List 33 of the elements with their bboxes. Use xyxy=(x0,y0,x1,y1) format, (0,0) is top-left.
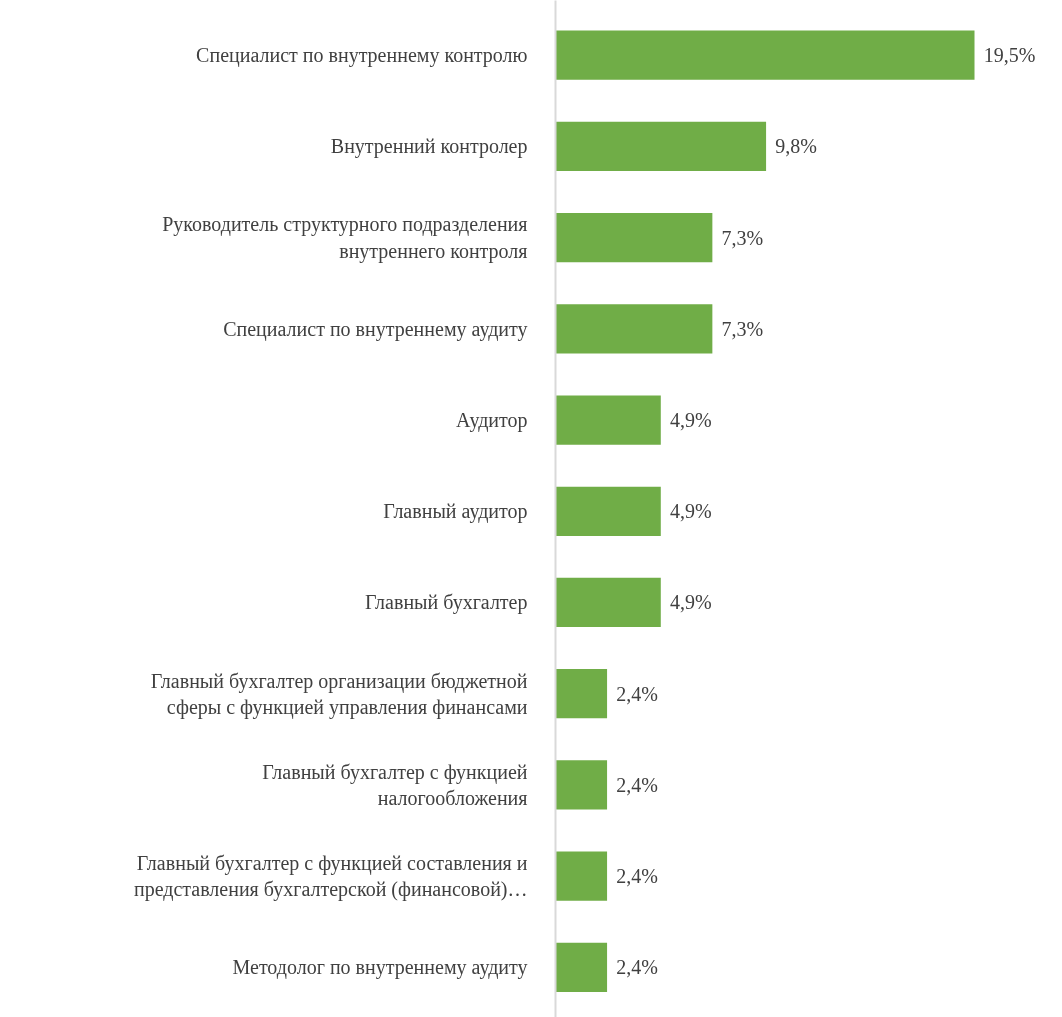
bar xyxy=(555,942,608,992)
y-tick-label: Внутренний контролер xyxy=(330,135,528,159)
bar xyxy=(555,30,975,80)
y-tick-label: Специалист по внутреннему аудиту xyxy=(223,317,528,341)
data-label: 2,4% xyxy=(616,773,658,796)
bar xyxy=(555,213,713,263)
data-label: 4,9% xyxy=(670,591,712,614)
y-tick-label: Руководитель структурного подразделения внутреннего контроля xyxy=(162,213,528,263)
bar xyxy=(555,486,661,536)
data-label: 9,8% xyxy=(775,135,817,158)
data-label: 2,4% xyxy=(616,682,658,705)
y-tick-label: Главный бухгалтер организации бюджетной сферы с функцией управления финансами xyxy=(150,669,528,719)
bar xyxy=(555,121,767,172)
data-label: 2,4% xyxy=(616,956,658,979)
data-label: 4,9% xyxy=(670,409,712,432)
data-label: 4,9% xyxy=(670,500,712,523)
data-label: 19,5% xyxy=(983,44,1036,67)
y-tick-label: Главный аудитор xyxy=(383,500,528,524)
y-tick-label: Главный бухгалтер с функцией налогообложения xyxy=(262,760,528,810)
data-label: 2,4% xyxy=(616,865,658,888)
y-tick-label: Специалист по внутреннему контролю xyxy=(196,44,528,68)
y-tick-label: Главный бухгалтер с функцией составления и представления бухгалтерской (финансовой)… xyxy=(133,851,528,902)
bar xyxy=(555,669,608,719)
y-tick-label: Главный бухгалтер xyxy=(365,591,528,615)
bar xyxy=(555,760,608,810)
bar xyxy=(555,577,661,628)
y-tick-label: Методолог по внутреннему аудиту xyxy=(232,956,528,980)
data-label: 7,3% xyxy=(721,226,764,249)
bar xyxy=(555,304,713,354)
bar xyxy=(555,395,661,445)
data-label: 7,3% xyxy=(721,317,764,340)
bar xyxy=(555,851,608,901)
y-tick-label: Аудитор xyxy=(455,409,528,433)
